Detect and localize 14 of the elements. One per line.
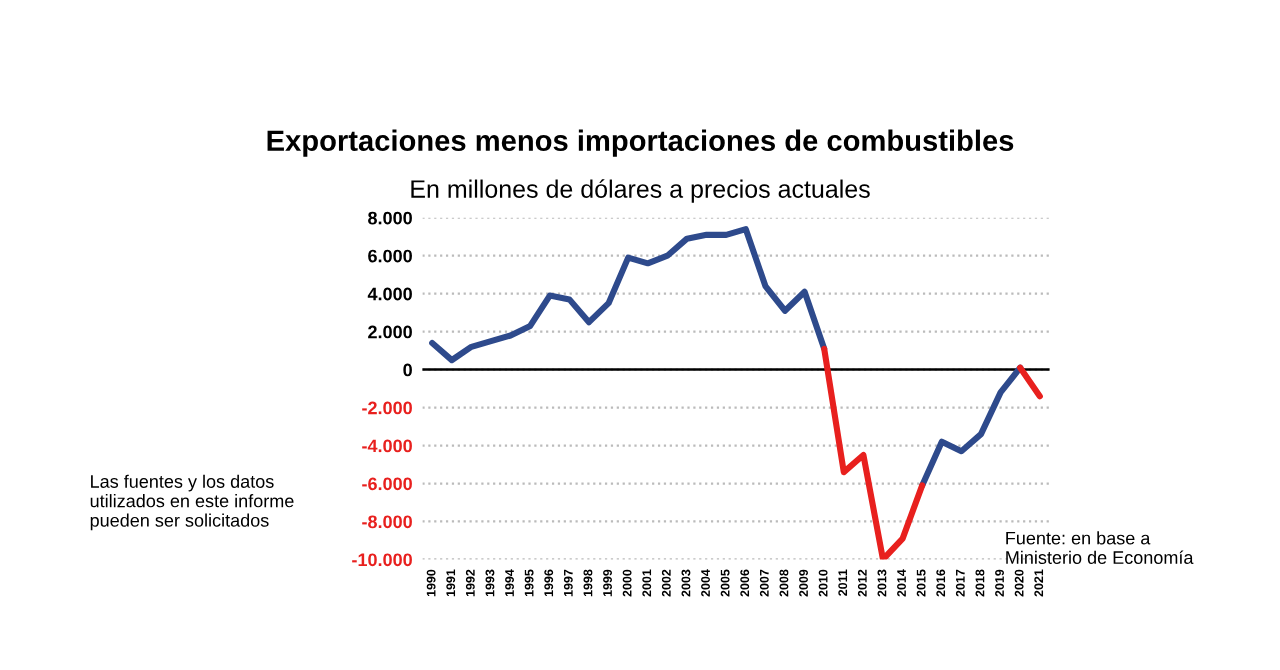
chart-title: Exportaciones menos importaciones de combustibles [267,129,1014,157]
text: Las fuentes y los datos utilizados en este informe pueden ser solicitados [90,474,294,531]
y-tick-label: 4.000 [367,287,412,301]
y-tick-label: -2.000 [362,401,412,415]
y-tick-label: 6.000 [368,249,412,263]
y-tick-label: -6.000 [362,477,412,491]
y-tick-label: -10.000 [352,553,412,567]
y-tick-label: 0 [403,363,412,377]
chart-subtitle: En millones de dólares a precios actuales [411,179,870,203]
y-tick-label: 8.000 [368,211,412,225]
y-tick-label: -4.000 [362,439,412,453]
y-tick-label: 2.000 [368,325,412,339]
annotation: Fuente: en base a Ministerio de Economía [1006,531,1194,564]
y-tick-label: -8.000 [362,515,412,529]
